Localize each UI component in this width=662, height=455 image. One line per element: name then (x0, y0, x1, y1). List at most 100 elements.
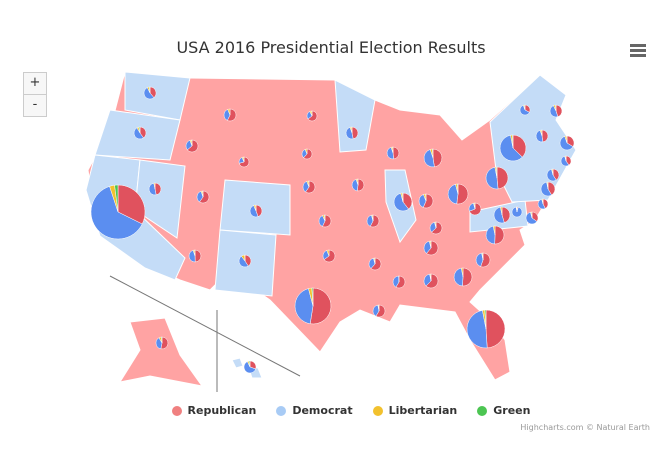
pie-AZ[interactable] (188, 249, 202, 263)
pie-slice-republican[interactable] (322, 214, 332, 228)
credits-link[interactable]: Highcharts.com © Natural Earth (520, 423, 650, 432)
pie-slice-democrat[interactable] (447, 184, 459, 205)
pie-TX[interactable] (294, 287, 332, 325)
pie-slice-democrat[interactable] (238, 255, 249, 268)
pie-UT[interactable] (196, 190, 210, 204)
pie-slice-democrat[interactable] (535, 129, 544, 143)
pie-NV[interactable] (148, 182, 162, 196)
pie-slice-republican[interactable] (370, 257, 382, 271)
pie-RI[interactable] (560, 155, 572, 167)
pie-ND[interactable] (306, 110, 318, 122)
region-contiguous-us[interactable] (87, 71, 577, 381)
legend-item-democrat[interactable]: Democrat (276, 404, 353, 417)
pie-slice-green[interactable] (524, 104, 526, 111)
pie-AL[interactable] (423, 273, 439, 289)
pie-KS[interactable] (318, 214, 332, 228)
pie-NH[interactable] (535, 129, 549, 143)
pie-slice-republican[interactable] (303, 148, 313, 160)
pie-slice-green[interactable] (511, 134, 514, 149)
pie-MT[interactable] (223, 108, 237, 122)
legend-item-republican[interactable]: Republican (171, 404, 256, 417)
legend-item-libertarian[interactable]: Libertarian (372, 404, 457, 417)
pie-NC[interactable] (485, 225, 505, 245)
pie-GA[interactable] (453, 267, 473, 287)
pie-slice-republican[interactable] (431, 221, 443, 235)
pie-slice-republican[interactable] (199, 190, 210, 204)
pie-slice-democrat[interactable] (188, 249, 196, 263)
pie-slice-republican[interactable] (395, 275, 406, 289)
pie-slice-republican[interactable] (160, 336, 169, 350)
pie-slice-democrat[interactable] (393, 192, 409, 212)
pie-OR[interactable] (133, 126, 147, 140)
pie-IL[interactable] (393, 192, 413, 212)
pie-slice-republican[interactable] (432, 148, 443, 168)
pie-CT[interactable] (546, 168, 560, 182)
pie-WV[interactable] (468, 202, 482, 216)
pie-slice-democrat[interactable] (485, 225, 496, 245)
pie-slice-republican[interactable] (186, 139, 199, 153)
pie-slice-democrat[interactable] (466, 310, 488, 349)
pie-slice-green[interactable] (323, 214, 326, 222)
pie-slice-green[interactable] (160, 336, 163, 344)
pie-SD[interactable] (301, 148, 313, 160)
pie-slice-republican[interactable] (194, 249, 202, 263)
pie-slice-republican[interactable] (351, 126, 359, 140)
pie-DE[interactable] (537, 198, 549, 210)
pie-slice-green[interactable] (554, 104, 557, 112)
pie-OK[interactable] (322, 249, 336, 263)
pie-slice-democrat[interactable] (294, 288, 314, 325)
pie-slice-green[interactable] (402, 192, 404, 203)
pie-IN[interactable] (418, 193, 434, 209)
pie-OH[interactable] (447, 183, 469, 205)
pie-slice-republican[interactable] (496, 166, 509, 190)
pie-NY[interactable] (499, 134, 527, 162)
us-map[interactable] (0, 0, 662, 400)
pie-slice-green[interactable] (148, 86, 151, 94)
pie-slice-republican[interactable] (426, 240, 439, 256)
pie-NM[interactable] (238, 254, 252, 268)
pie-slice-democrat[interactable] (546, 168, 557, 182)
region-MN[interactable] (334, 79, 376, 153)
pie-slice-republican[interactable] (305, 180, 316, 194)
pie-MN[interactable] (345, 126, 359, 140)
pie-WA[interactable] (143, 86, 157, 100)
pie-slice-republican[interactable] (456, 183, 469, 205)
pie-slice-republican[interactable] (480, 252, 491, 268)
pie-TN[interactable] (423, 240, 439, 256)
pie-slice-democrat[interactable] (90, 186, 143, 240)
pie-slice-democrat[interactable] (143, 87, 155, 100)
pie-slice-libertarian[interactable] (153, 182, 156, 190)
pie-VT[interactable] (519, 104, 531, 116)
pie-slice-democrat[interactable] (560, 155, 570, 167)
pie-MD[interactable] (525, 211, 539, 225)
pie-AK[interactable] (155, 336, 169, 350)
pie-MA[interactable] (559, 135, 575, 151)
pie-ID[interactable] (185, 139, 199, 153)
pie-slice-libertarian[interactable] (326, 249, 330, 257)
pie-WY[interactable] (238, 156, 250, 168)
pie-FL[interactable] (466, 309, 506, 349)
pie-slice-democrat[interactable] (525, 211, 538, 225)
pie-slice-democrat[interactable] (559, 136, 574, 151)
pie-HI[interactable] (243, 360, 257, 374)
pie-slice-democrat[interactable] (453, 267, 464, 287)
pie-slice-libertarian[interactable] (461, 267, 464, 278)
pie-slice-republican[interactable] (422, 193, 434, 209)
region-AK[interactable] (118, 317, 204, 387)
pie-slice-republican[interactable] (154, 182, 162, 196)
pie-slice-republican[interactable] (541, 129, 549, 143)
region-HI[interactable] (231, 357, 244, 369)
pie-slice-republican[interactable] (375, 304, 386, 318)
pie-AR[interactable] (368, 257, 382, 271)
pie-slice-democrat[interactable] (485, 166, 499, 190)
pie-slice-green[interactable] (496, 166, 498, 179)
pie-slice-green[interactable] (457, 183, 459, 195)
pie-slice-republican[interactable] (425, 273, 439, 289)
pie-slice-democrat[interactable] (423, 149, 435, 168)
pie-slice-republican[interactable] (255, 204, 263, 217)
pie-slice-libertarian[interactable] (227, 108, 231, 116)
pie-NE[interactable] (302, 180, 316, 194)
pie-slice-republican[interactable] (323, 249, 336, 263)
pie-slice-democrat[interactable] (249, 205, 259, 218)
pie-slice-republican[interactable] (485, 309, 506, 349)
